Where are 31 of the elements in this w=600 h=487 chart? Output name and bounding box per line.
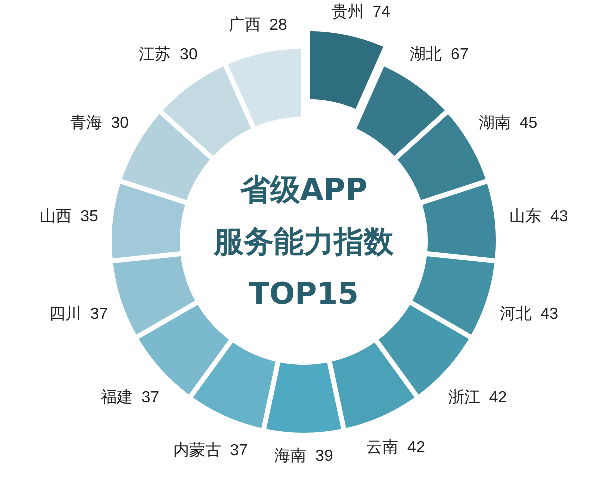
category-label: 湖北 (410, 45, 442, 63)
category-label: 福建 (100, 388, 133, 406)
category-label: 云南 (366, 438, 399, 456)
data-label: 74 (372, 4, 391, 20)
category-label: 河北 (500, 304, 532, 323)
data-label: 35 (80, 208, 99, 225)
category-label: 贵州 (332, 2, 364, 20)
data-label: 37 (90, 306, 108, 323)
data-label: 43 (540, 306, 559, 323)
data-label: 42 (489, 389, 508, 406)
category-label: 四川 (49, 304, 82, 323)
category-label: 山西 (40, 206, 72, 225)
data-label: 30 (180, 46, 198, 63)
data-label: 39 (316, 448, 334, 464)
category-label: 山东 (510, 206, 542, 225)
data-label: 37 (142, 389, 160, 406)
category-label: 海南 (274, 446, 307, 464)
data-label: 37 (230, 442, 248, 460)
category-label: 江苏 (139, 45, 172, 63)
category-label: 内蒙古 (173, 441, 222, 460)
data-label: 67 (451, 46, 469, 63)
data-label: 28 (270, 16, 288, 34)
data-label: 30 (111, 114, 130, 132)
category-label: 青海 (70, 114, 102, 132)
text: 省级APP 服务能力指数 TOP15 (214, 172, 394, 314)
category-label: 湖南 (478, 114, 511, 132)
data-label: 45 (520, 114, 538, 132)
data-label: 42 (408, 439, 426, 456)
data-label: 43 (550, 208, 568, 225)
category-label: 浙江 (448, 388, 480, 406)
category-label: 广西 (228, 15, 261, 34)
